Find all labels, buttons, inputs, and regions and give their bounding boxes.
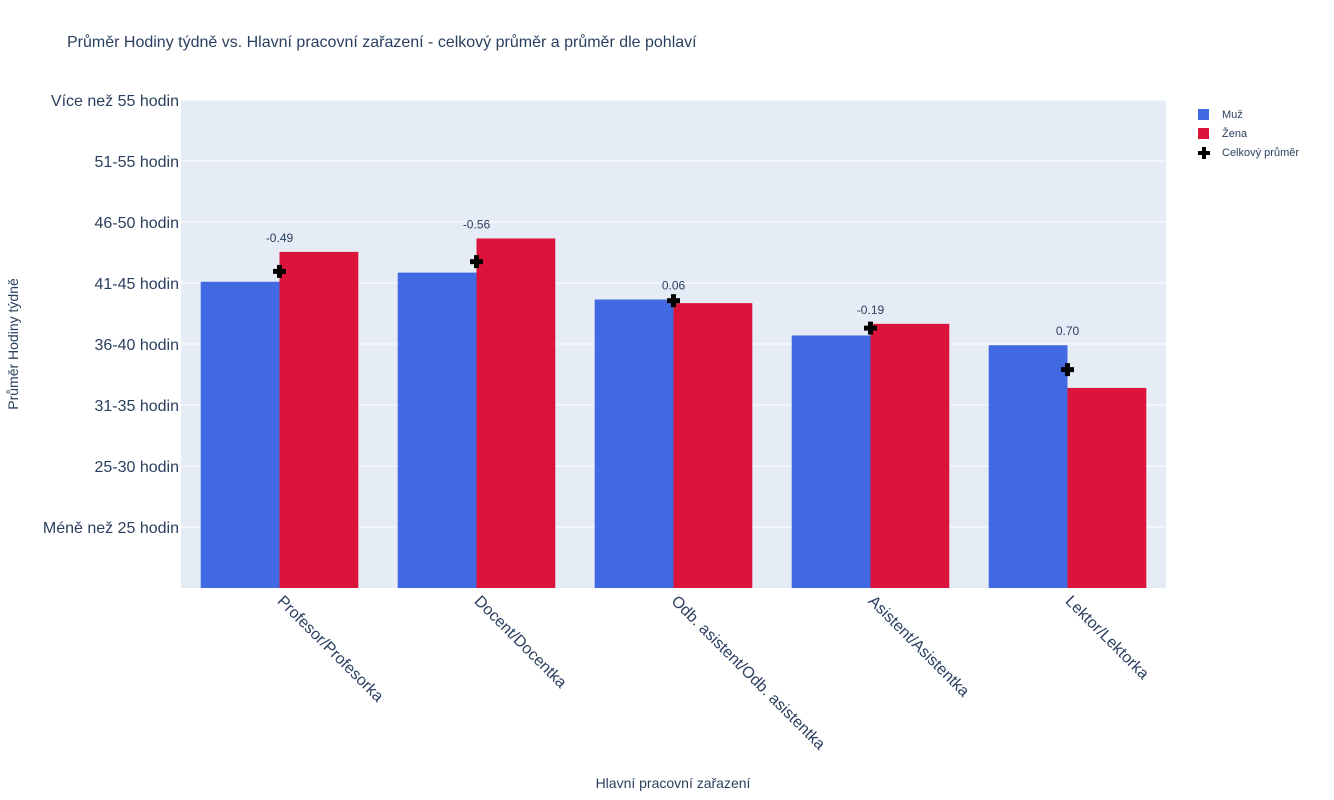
bar-muz	[791, 335, 871, 588]
legend-item-celkovy-prumer[interactable]: Celkový průměr	[1198, 143, 1299, 162]
cross-icon	[1198, 147, 1210, 159]
y-tick-label: Méně než 25 hodin	[43, 520, 179, 537]
y-axis-label: Průměr Hodiny týdně	[5, 278, 21, 410]
bar-muz	[594, 299, 674, 588]
bar-zena	[1067, 387, 1147, 588]
annotation-label: -0.19	[857, 303, 885, 317]
legend-swatch-muz	[1198, 109, 1209, 120]
cross-h	[1061, 367, 1074, 373]
x-tick-label: Odb. asistent/Odb. asistentka	[668, 593, 829, 754]
chart-title: Průměr Hodiny týdně vs. Hlavní pracovní …	[67, 34, 697, 51]
x-axis-label: Hlavní pracovní zařazení	[596, 775, 751, 791]
bar-muz	[988, 345, 1068, 588]
legend-item-muz[interactable]: Muž	[1198, 105, 1299, 124]
legend-swatch-zena	[1198, 128, 1209, 139]
cross-h	[273, 268, 286, 274]
bar-zena	[279, 251, 359, 588]
y-tick-label: 31-35 hodin	[94, 398, 179, 415]
avg-marker	[470, 255, 483, 269]
avg-marker	[864, 321, 877, 335]
cross-h	[470, 259, 483, 265]
legend-item-zena[interactable]: Žena	[1198, 124, 1299, 143]
bar-zena	[870, 323, 950, 588]
y-tick-label: 41-45 hodin	[94, 276, 179, 293]
avg-marker	[1061, 363, 1074, 377]
x-tick-label: Docent/Docentka	[471, 593, 570, 692]
annotation-label: -0.49	[266, 231, 294, 245]
legend-label-muz: Muž	[1222, 108, 1243, 121]
bar-muz	[200, 281, 280, 588]
legend-label-zena: Žena	[1222, 127, 1248, 140]
avg-marker	[667, 294, 680, 308]
x-tick-label: Profesor/Profesorka	[274, 593, 387, 706]
x-tick-label: Lektor/Lektorka	[1062, 593, 1152, 683]
y-tick-label: 36-40 hodin	[94, 337, 179, 354]
legend[interactable]: Muž Žena Celkový průměr	[1198, 105, 1299, 162]
annotation-label: 0.06	[662, 278, 686, 292]
legend-label-celkovy-prumer: Celkový průměr	[1222, 146, 1300, 159]
y-tick-label: Více než 55 hodin	[51, 93, 179, 110]
bar-muz	[397, 272, 477, 588]
cross-h	[864, 325, 877, 331]
annotation-label: -0.56	[463, 217, 491, 231]
bar-zena	[476, 238, 556, 588]
avg-marker	[273, 264, 286, 278]
y-tick-label: 25-30 hodin	[94, 459, 179, 476]
y-tick-label: 46-50 hodin	[94, 215, 179, 232]
annotation-label: 0.70	[1056, 324, 1080, 338]
x-tick-label: Asistent/Asistentka	[865, 593, 973, 701]
cross-h	[667, 298, 680, 304]
bar-zena	[673, 303, 753, 588]
y-tick-label: 51-55 hodin	[94, 154, 179, 171]
